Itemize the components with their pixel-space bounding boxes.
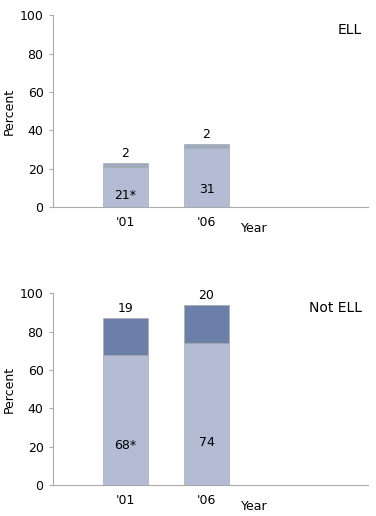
Text: 2: 2: [203, 128, 211, 141]
Text: ELL: ELL: [338, 23, 362, 37]
Bar: [103, 163, 148, 167]
Text: Not ELL: Not ELL: [309, 301, 362, 315]
Bar: [184, 305, 229, 343]
Bar: [184, 343, 229, 485]
Y-axis label: Percent: Percent: [3, 366, 15, 413]
Bar: [184, 144, 229, 148]
Text: Year: Year: [241, 222, 268, 235]
Bar: [103, 167, 148, 207]
Text: 19: 19: [118, 302, 133, 315]
Bar: [184, 148, 229, 207]
Bar: [103, 318, 148, 354]
Y-axis label: Percent: Percent: [3, 88, 15, 135]
Bar: [103, 354, 148, 485]
Text: 31: 31: [199, 183, 214, 196]
Text: 74: 74: [199, 436, 214, 449]
Text: 21*: 21*: [115, 188, 136, 202]
Text: 2: 2: [121, 147, 129, 160]
Text: Year: Year: [241, 501, 268, 513]
Text: 68*: 68*: [114, 440, 136, 453]
Text: 20: 20: [199, 289, 214, 302]
